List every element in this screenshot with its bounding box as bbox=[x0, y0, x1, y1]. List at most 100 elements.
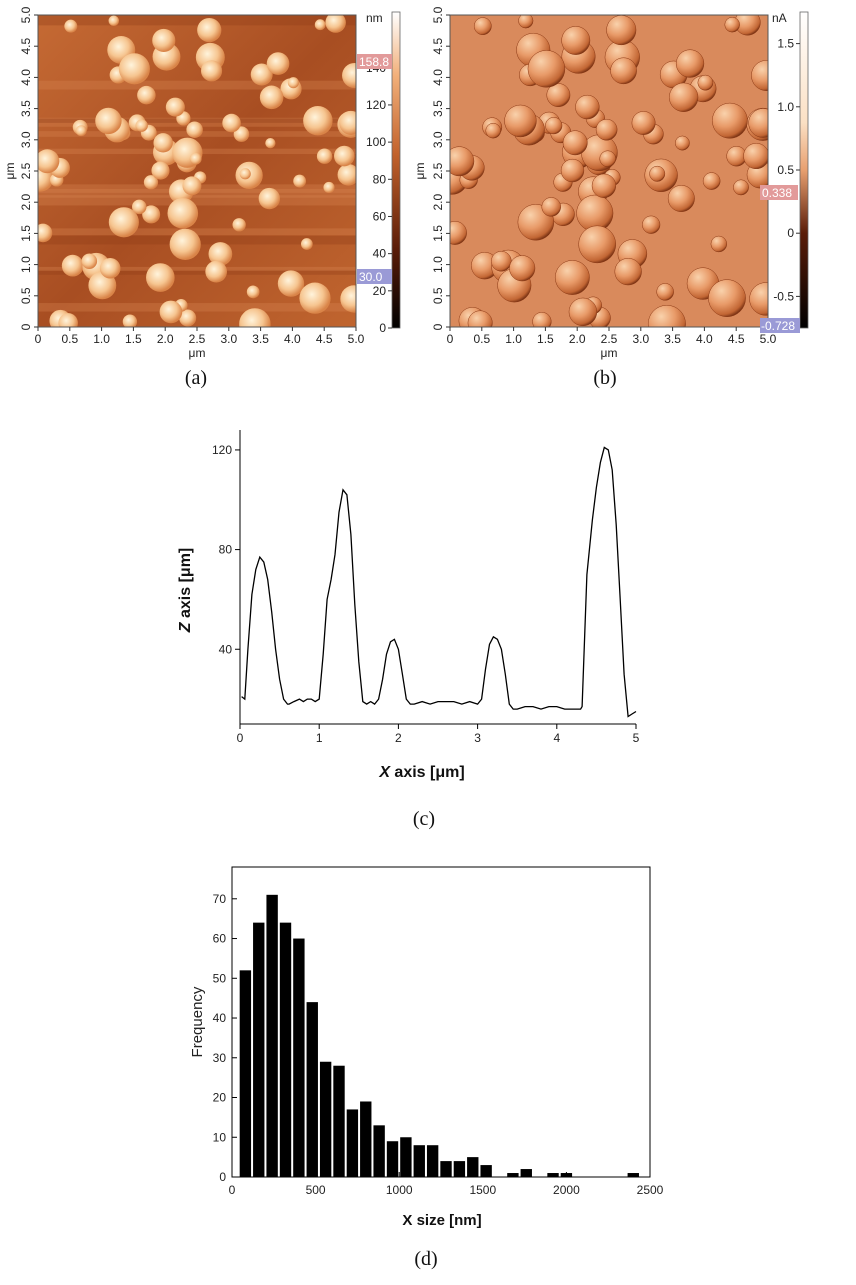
caption-a: (a) bbox=[184, 367, 208, 389]
particle bbox=[545, 117, 563, 135]
particle bbox=[314, 19, 326, 31]
a-x-tick: 3.5 bbox=[252, 332, 269, 346]
b-y-tick: 4.5 bbox=[431, 38, 445, 55]
afm-current-colorbar-tick: 1.5 bbox=[777, 37, 794, 51]
histogram-bar bbox=[520, 1169, 532, 1177]
particle bbox=[146, 263, 175, 292]
particle bbox=[712, 102, 748, 139]
particle bbox=[642, 215, 661, 234]
scan-line-artifact bbox=[38, 15, 356, 26]
histogram-x-tick: 1500 bbox=[469, 1183, 496, 1197]
particle bbox=[293, 174, 307, 188]
afm-height-marker-high bbox=[357, 54, 392, 69]
particle bbox=[708, 279, 746, 317]
particle bbox=[152, 28, 176, 53]
histogram-bar bbox=[333, 1065, 345, 1177]
particle bbox=[710, 235, 728, 253]
a-y-tick: 0.5 bbox=[19, 287, 33, 304]
particle bbox=[606, 15, 637, 46]
afm-height-marker-low bbox=[357, 269, 392, 284]
a-y-tick: 3.5 bbox=[19, 100, 33, 117]
histogram-y-tick: 40 bbox=[213, 1011, 227, 1025]
particle bbox=[649, 165, 666, 182]
afm-current-panel: 0 0.5 1.0 1.5 2.0 2.5 3.0 3.5 4.0 4.5 5.0 0 0.5 1.0 1… bbox=[410, 0, 840, 365]
a-y-tick: 4.5 bbox=[19, 38, 33, 55]
particle bbox=[303, 105, 333, 136]
particle bbox=[724, 17, 740, 33]
b-y-tick: 1.5 bbox=[431, 225, 445, 242]
particle bbox=[748, 108, 768, 138]
particle bbox=[340, 285, 356, 313]
line-profile-y-tick: 120 bbox=[212, 443, 232, 457]
afm-height-marker-low-label: 30.0 bbox=[359, 270, 383, 284]
particle bbox=[595, 118, 618, 141]
scan-line-artifact bbox=[38, 266, 356, 271]
histogram-bar bbox=[480, 1165, 492, 1177]
afm-height-image: 0 0.5 1.0 1.5 2.0 2.5 3.0 3.5 4.0 4.5 5.0 0 0.5 1.0 1… bbox=[3, 6, 401, 360]
histogram-bar bbox=[426, 1145, 439, 1177]
b-y-tick: 1.0 bbox=[431, 256, 445, 273]
particle bbox=[675, 135, 690, 151]
particle bbox=[169, 228, 201, 260]
afm-current-y-label: μm bbox=[413, 163, 427, 180]
b-x-tick: 0 bbox=[447, 332, 454, 346]
particle bbox=[316, 148, 333, 164]
particle bbox=[99, 257, 121, 279]
particle bbox=[610, 57, 637, 85]
particle bbox=[668, 82, 699, 112]
afm-height-colorbar-tick: 80 bbox=[373, 172, 387, 186]
afm-current-colorbar bbox=[799, 11, 809, 329]
a-x-tick: 3.0 bbox=[220, 332, 237, 346]
particle bbox=[135, 119, 148, 132]
afm-height-x-label: μm bbox=[189, 346, 206, 360]
particle bbox=[675, 49, 705, 78]
particle bbox=[337, 163, 356, 186]
afm-current-colorbar-unit: nA bbox=[772, 11, 787, 25]
particle bbox=[647, 305, 686, 327]
particle bbox=[159, 300, 183, 324]
line-profile-x-tick: 2 bbox=[395, 731, 402, 745]
particle bbox=[614, 258, 642, 286]
particle bbox=[132, 199, 147, 215]
b-y-tick: 3.0 bbox=[431, 131, 445, 148]
histogram-y-tick: 10 bbox=[213, 1130, 227, 1144]
particle bbox=[167, 197, 199, 229]
scan-line-artifact bbox=[38, 118, 356, 123]
afm-height-marker-high-label: 158.8 bbox=[359, 55, 389, 69]
particle bbox=[182, 176, 202, 196]
particle bbox=[578, 225, 617, 264]
particle bbox=[151, 161, 170, 180]
particle bbox=[532, 312, 552, 327]
a-x-tick: 0 bbox=[35, 332, 42, 346]
a-y-tick: 1.0 bbox=[19, 256, 33, 273]
b-y-tick: 5.0 bbox=[431, 6, 445, 23]
particle bbox=[200, 60, 223, 82]
histogram-bar bbox=[467, 1157, 479, 1177]
particle bbox=[265, 137, 276, 149]
afm-current-marker-high bbox=[760, 185, 798, 200]
afm-height-colorbar-unit: nm bbox=[366, 11, 383, 25]
particle bbox=[450, 221, 467, 245]
histogram-bar bbox=[440, 1161, 452, 1177]
particle bbox=[38, 223, 53, 243]
line-profile-x-tick: 4 bbox=[553, 731, 560, 745]
histogram-bar bbox=[253, 922, 265, 1177]
histogram-bar bbox=[239, 970, 252, 1177]
particle bbox=[743, 143, 768, 170]
particle bbox=[450, 146, 475, 177]
histogram-x-tick: 0 bbox=[229, 1183, 236, 1197]
histogram-y-tick: 20 bbox=[213, 1091, 227, 1105]
particle bbox=[473, 17, 492, 36]
afm-current-colorbar-tick: 1.0 bbox=[777, 100, 794, 114]
a-y-tick: 0 bbox=[19, 323, 33, 330]
particle bbox=[258, 187, 281, 210]
a-x-tick: 4.5 bbox=[316, 332, 333, 346]
a-y-tick: 1.5 bbox=[19, 225, 33, 242]
histogram-y-tick: 30 bbox=[213, 1051, 227, 1065]
histogram-bar bbox=[373, 1125, 385, 1177]
particle bbox=[333, 145, 355, 167]
particle bbox=[568, 297, 598, 327]
particle bbox=[656, 283, 674, 301]
afm-current-image: 0 0.5 1.0 1.5 2.0 2.5 3.0 3.5 4.0 4.5 5.0 0 0.5 1.0 1… bbox=[413, 6, 809, 360]
histogram-bar bbox=[627, 1173, 639, 1177]
